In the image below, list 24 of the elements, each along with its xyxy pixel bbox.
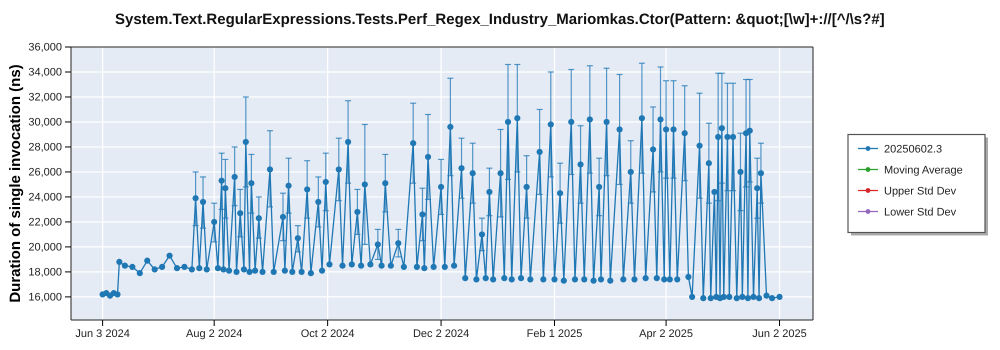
y-tick-label: 18,000 bbox=[28, 266, 62, 278]
x-tick-label: Jun 2 2025 bbox=[752, 328, 807, 340]
y-tick-label: 30,000 bbox=[28, 116, 62, 128]
y-tick-label: 32,000 bbox=[28, 91, 62, 104]
x-tick-label: Aug 2 2024 bbox=[186, 328, 242, 340]
legend-label: Lower Std Dev bbox=[884, 206, 957, 218]
x-tick-label: Oct 2 2024 bbox=[300, 328, 355, 340]
y-tick-label: 16,000 bbox=[28, 291, 62, 304]
legend-label: 20250602.3 bbox=[884, 144, 942, 156]
x-tick-label: Dec 2 2024 bbox=[412, 328, 470, 340]
chart-title: System.Text.RegularExpressions.Tests.Perf_Regex_Industry_Mariomkas.Ctor(Pattern: &quot;[\w]+://[^/\s?#] bbox=[115, 11, 885, 28]
x-tick-label: Apr 2 2025 bbox=[639, 328, 693, 340]
y-axis-title: Duration of single invocation (ns) bbox=[7, 64, 24, 303]
y-tick-label: 34,000 bbox=[28, 66, 62, 79]
x-tick-label: Feb 1 2025 bbox=[526, 328, 582, 340]
legend-label: Moving Average bbox=[884, 164, 963, 176]
y-tick-label: 24,000 bbox=[28, 191, 62, 204]
y-tick-label: 26,000 bbox=[28, 166, 62, 178]
y-tick-label: 28,000 bbox=[28, 141, 62, 154]
x-tick-label: Jun 3 2024 bbox=[75, 328, 130, 340]
y-tick-label: 22,000 bbox=[28, 216, 62, 228]
y-tick-label: 36,000 bbox=[28, 42, 62, 54]
y-tick-label: 20,000 bbox=[28, 241, 62, 254]
legend-label: Upper Std Dev bbox=[884, 186, 957, 198]
